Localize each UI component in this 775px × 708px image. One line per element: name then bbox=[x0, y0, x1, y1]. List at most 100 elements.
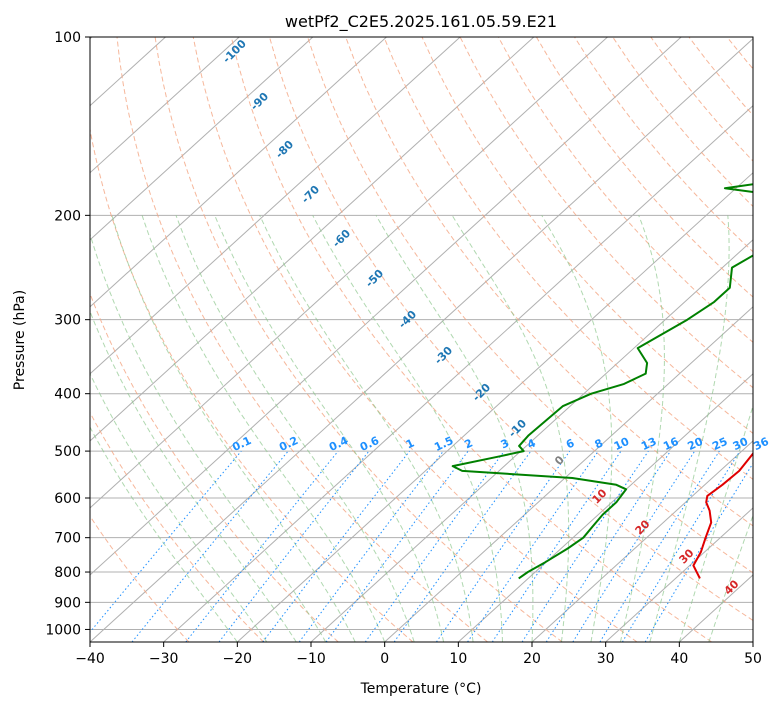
mixing-ratio-line bbox=[185, 450, 339, 642]
moist-adiabat-line bbox=[90, 310, 297, 642]
isotherm-line bbox=[752, 641, 753, 642]
isotherm-line bbox=[457, 373, 753, 642]
dry-adiabat-line bbox=[535, 37, 753, 298]
isotherm-line bbox=[531, 440, 753, 642]
x-tick-label: −10 bbox=[296, 651, 326, 667]
y-axis-label: Pressure (hPa) bbox=[12, 290, 28, 390]
x-tick-label: −40 bbox=[75, 651, 105, 667]
x-tick-label: −20 bbox=[223, 651, 253, 667]
mixing-ratio-line bbox=[435, 450, 571, 642]
moist-adiabat-line bbox=[312, 215, 503, 642]
isopleth-labels: 0.1 0.2 0.4 0.6 1 1.5 2 3 4 6 8 10 13 16 20 25 30 36-100-… bbox=[220, 37, 771, 598]
y-tick-label: 1000 bbox=[45, 622, 81, 638]
mixing-ratio-line bbox=[644, 462, 753, 642]
dry-adiabat-label: -60 bbox=[330, 227, 353, 250]
moist-adiabat-line bbox=[619, 215, 665, 642]
dry-adiabat-line bbox=[230, 37, 712, 642]
dry-adiabat-line bbox=[612, 37, 753, 208]
isotherm-line bbox=[90, 37, 535, 442]
mixing-ratio-line bbox=[545, 450, 671, 642]
mixing-ratio-label: 13 bbox=[639, 435, 658, 453]
moist-adiabat-line bbox=[214, 215, 445, 642]
dry-adiabat-line bbox=[345, 37, 753, 527]
mixing-ratio-line bbox=[599, 450, 720, 642]
dry-adiabat-line bbox=[90, 126, 414, 642]
mixing-ratio-line bbox=[521, 450, 649, 642]
moist-adiabat-line bbox=[708, 514, 753, 642]
moist-adiabat-line bbox=[259, 215, 474, 642]
dry-adiabat-line bbox=[192, 37, 638, 642]
dry-adiabat-line bbox=[307, 37, 753, 574]
isotherm-line bbox=[90, 37, 682, 576]
isotherm-line bbox=[90, 37, 461, 375]
mixing-ratio-label: 3 bbox=[499, 436, 511, 451]
moist-adiabat-line bbox=[678, 404, 753, 642]
mixing-ratio-line bbox=[491, 450, 622, 642]
isotherm-line bbox=[90, 37, 240, 174]
dry-adiabat-label: -20 bbox=[470, 381, 493, 404]
moist-adiabat-label: 10 bbox=[590, 486, 610, 506]
dry-adiabat-line bbox=[116, 37, 488, 642]
y-tick-label: 800 bbox=[54, 565, 81, 581]
y-tick-label: 600 bbox=[54, 491, 81, 507]
mixing-ratio-label: 1 bbox=[404, 436, 416, 451]
moist-adiabat-line bbox=[649, 215, 730, 642]
mixing-ratio-label: 4 bbox=[525, 436, 538, 451]
mixing-ratio-label: 16 bbox=[661, 435, 681, 453]
dry-adiabat-label: -80 bbox=[273, 138, 296, 161]
x-tick-label: 10 bbox=[449, 651, 467, 667]
y-tick-label: 100 bbox=[54, 30, 81, 46]
moist-adiabat-line bbox=[90, 232, 327, 642]
x-tick-label: 0 bbox=[380, 651, 389, 667]
dry-adiabat-line bbox=[650, 37, 753, 162]
mixing-ratio-line bbox=[325, 450, 469, 642]
mixing-ratio-line bbox=[298, 450, 444, 642]
isotherm-line bbox=[236, 172, 753, 642]
dry-adiabat-label: -70 bbox=[299, 183, 322, 206]
sounding-profiles bbox=[451, 183, 753, 580]
x-tick-label: 30 bbox=[597, 651, 615, 667]
dry-adiabat-line bbox=[726, 37, 753, 70]
mixing-ratio-line bbox=[218, 450, 370, 642]
isotherm-line bbox=[163, 105, 753, 642]
y-tick-label: 700 bbox=[54, 531, 81, 547]
y-tick-label: 300 bbox=[54, 313, 81, 329]
isotherm-line bbox=[605, 507, 753, 642]
dry-adiabat-label: -50 bbox=[363, 267, 386, 290]
isotherm-line bbox=[90, 37, 608, 509]
x-tick-label: 50 bbox=[744, 651, 762, 667]
dry-adiabat-line bbox=[765, 37, 775, 642]
mixing-ratio-label: 6 bbox=[564, 436, 577, 451]
dry-adiabat-line bbox=[383, 37, 753, 481]
mixing-ratio-label: 10 bbox=[612, 435, 632, 453]
mixing-ratio-line bbox=[131, 450, 289, 642]
dry-adiabat-line bbox=[154, 37, 563, 642]
y-tick-label: 500 bbox=[54, 444, 81, 460]
mixing-ratio-label: 36 bbox=[752, 435, 772, 453]
y-tick-label: 400 bbox=[54, 387, 81, 403]
mixing-ratio-label: 25 bbox=[710, 435, 729, 453]
mixing-ratio-line bbox=[90, 450, 242, 633]
mixing-ratio-line bbox=[621, 450, 741, 642]
moist-adiabat-line bbox=[90, 426, 238, 642]
moist-adiabat-line bbox=[541, 215, 613, 642]
isotherm-line bbox=[90, 37, 387, 308]
mixing-ratio-line bbox=[364, 450, 505, 642]
dry-adiabat-line bbox=[269, 37, 753, 622]
mixing-ratio-line bbox=[393, 450, 532, 642]
dry-adiabat-label: -40 bbox=[396, 308, 419, 331]
mixing-ratio-line bbox=[467, 450, 599, 642]
moist-adiabat-label: 40 bbox=[722, 577, 742, 597]
isotherm-line bbox=[384, 306, 753, 642]
x-tick-label: 40 bbox=[670, 651, 688, 667]
dry-adiabat-label: -100 bbox=[220, 37, 249, 66]
mixing-ratio-label: 8 bbox=[593, 436, 605, 451]
isotherm-line bbox=[678, 574, 753, 642]
moist-adiabat-line bbox=[175, 215, 415, 642]
x-tick-label: −30 bbox=[149, 651, 179, 667]
axes: −40 −30 −20 −10 0 10 20 30 40 50 100 200 300 400 500 60… bbox=[45, 30, 762, 667]
mixing-ratio-label: 30 bbox=[731, 435, 751, 453]
isotherm-line bbox=[90, 37, 753, 642]
x-tick-label: 20 bbox=[523, 651, 541, 667]
